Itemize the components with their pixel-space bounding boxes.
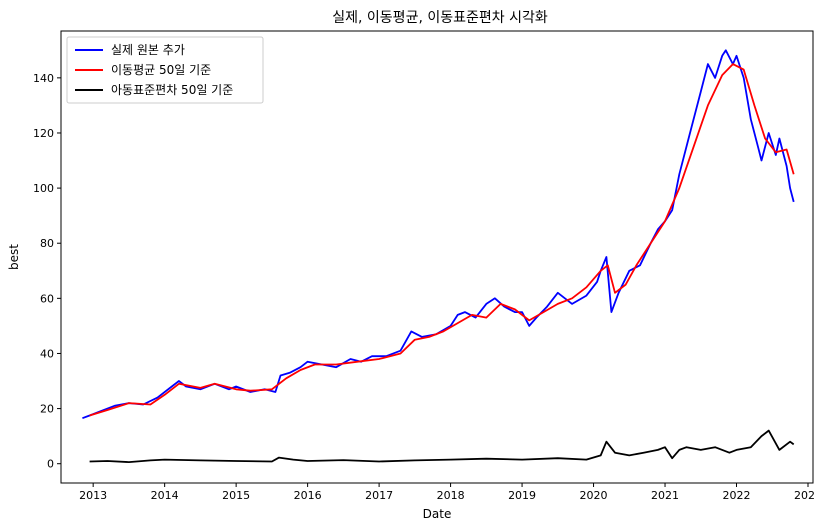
x-tick-label: 2017 [365, 489, 393, 502]
y-tick-label: 20 [40, 403, 54, 416]
y-tick-label: 140 [33, 72, 54, 85]
x-tick-label: 2019 [508, 489, 536, 502]
x-tick-label: 2020 [580, 489, 608, 502]
x-tick-label: 2016 [294, 489, 322, 502]
series-line-0 [82, 49, 795, 420]
y-tick-label: 60 [40, 292, 54, 305]
y-axis-label: best [7, 244, 21, 270]
series-layer [82, 49, 795, 464]
y-tick-label: 40 [40, 347, 54, 360]
series-line-2 [89, 429, 795, 464]
legend-box [66, 36, 264, 104]
legend-label: 아동표준편차 50일 기준 [111, 83, 233, 97]
x-tick-label: 2013 [79, 489, 107, 502]
legend-label: 실제 원본 추가 [111, 43, 185, 57]
x-tick-label: 2021 [651, 489, 679, 502]
chart-title: 실제, 이동평균, 이동표준편차 시각화 [332, 10, 548, 26]
y-tick-label: 80 [40, 237, 54, 250]
x-tick-label: 2014 [151, 489, 179, 502]
x-axis: 2013 2014 2015 2016 2017 2018 2019 2020 2021 2022… [79, 483, 815, 502]
y-tick-label: 100 [33, 182, 54, 195]
legend-label: 이동평균 50일 기준 [111, 63, 211, 77]
x-tick-label: 2018 [437, 489, 465, 502]
x-tick-label: 2023 [794, 489, 815, 502]
plot-area [60, 30, 814, 484]
y-tick-label: 120 [33, 127, 54, 140]
series-line-1 [89, 63, 795, 417]
x-tick-label: 2022 [723, 489, 751, 502]
y-tick-label: 0 [47, 458, 54, 471]
x-axis-label: Date [423, 507, 452, 521]
x-tick-label: 2015 [222, 489, 250, 502]
y-axis: 0 20 40 60 80 100 120 140 [33, 72, 61, 471]
